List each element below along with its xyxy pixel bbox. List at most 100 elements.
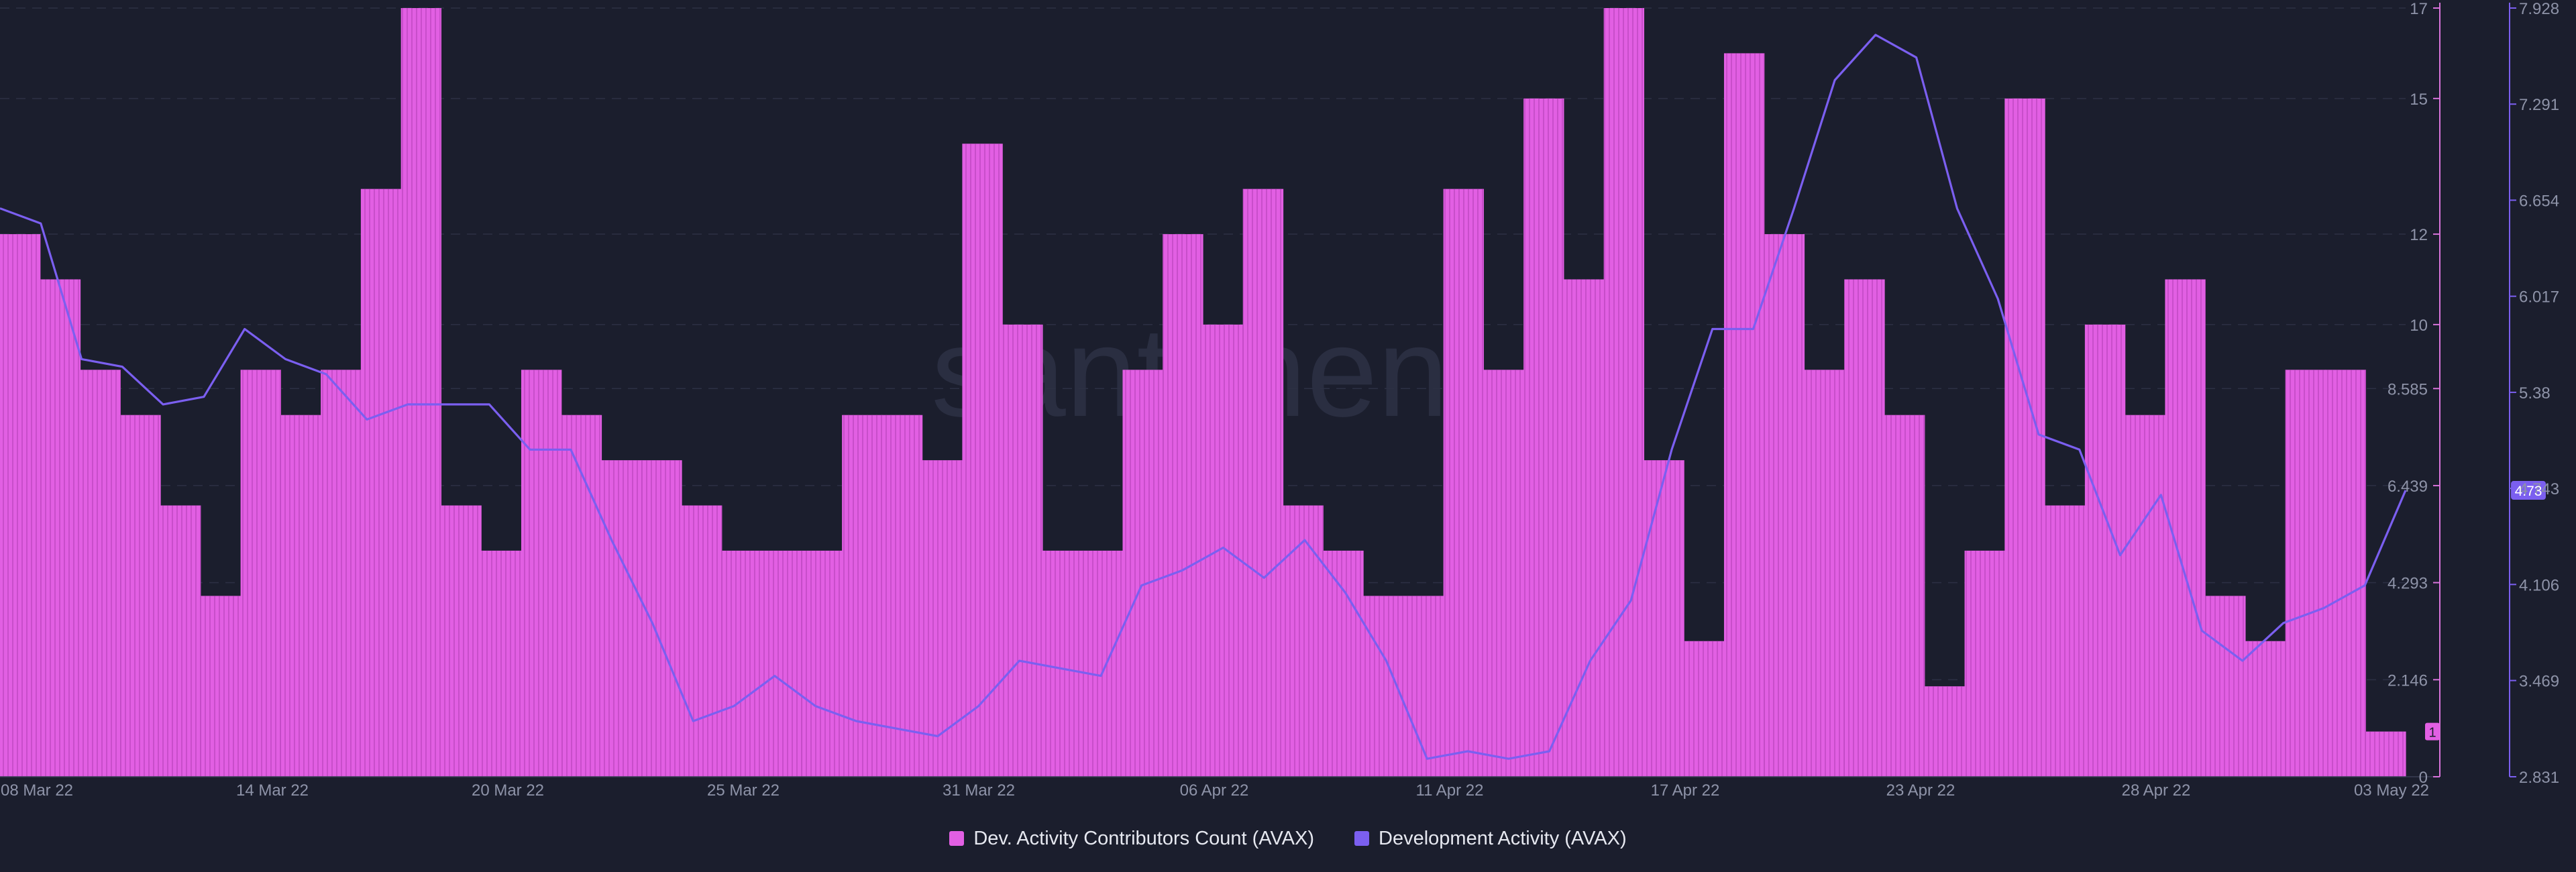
x-axis-tick-label: 25 Mar 22 <box>707 781 780 800</box>
contributors-bar-hatch <box>360 188 402 777</box>
x-axis-tick-label: 23 Apr 22 <box>1886 781 1955 800</box>
contributors-bar-hatch <box>400 8 442 777</box>
contributors-bar-hatch <box>1002 324 1043 777</box>
axes <box>0 3 2546 777</box>
x-axis-tick-label: 11 Apr 22 <box>1416 781 1484 800</box>
right-current-badge <box>2511 481 2546 500</box>
contributors-bar-hatch <box>1323 550 1364 777</box>
contributors-bar-hatch <box>2004 98 2045 777</box>
contributors-bar-hatch <box>1844 279 1885 777</box>
activity-line-path <box>0 34 2407 760</box>
contributors-bar-hatch <box>682 505 722 777</box>
legend-item-contributors[interactable]: Dev. Activity Contributors Count (AVAX) <box>949 828 1314 850</box>
contributors-bar-hatch <box>1483 370 1524 777</box>
left-current-badge-label: 1 <box>2428 726 2436 741</box>
right-axis-tick-label: 2.831 <box>2519 769 2559 787</box>
contributors-bar-hatch <box>240 370 281 777</box>
contributors-bar-hatch <box>321 370 362 777</box>
left-axis-tick-label: 4.293 <box>2387 575 2428 593</box>
x-axis-tick-label: 17 Apr 22 <box>1651 781 1720 800</box>
contributors-bar-hatch <box>2365 731 2406 777</box>
contributors-bar-hatch <box>120 415 161 777</box>
contributors-bar-hatch <box>1042 550 1083 777</box>
contributors-bar-hatch <box>2205 596 2246 777</box>
left-axis-tick-label: 15 <box>2410 91 2428 109</box>
contributors-bar-hatch <box>1523 98 1564 777</box>
contributors-bar-hatch <box>40 279 81 777</box>
contributors-bar-hatch <box>1884 415 1925 777</box>
contributors-bar-hatch <box>1684 641 1725 777</box>
left-axis-tick-label: 17 <box>2410 0 2428 18</box>
contributors-bar-hatch <box>521 370 562 777</box>
contributors-bar-hatch <box>1242 188 1284 777</box>
contributors-bars <box>0 8 2406 777</box>
contributors-bar-hatch <box>481 550 522 777</box>
contributors-bar-hatch <box>80 370 121 777</box>
contributors-bar-hatch <box>1283 505 1324 777</box>
x-axis-tick-label: 08 Mar 22 <box>1 781 73 800</box>
contributors-bar-hatch <box>1723 53 1765 777</box>
right-axis-tick-label: 6.654 <box>2519 192 2559 210</box>
contributors-bar-hatch <box>2125 415 2165 777</box>
contributors-bar-hatch <box>802 550 843 777</box>
contributors-bar-hatch <box>1924 686 1966 777</box>
x-axis-tick-label: 06 Apr 22 <box>1180 781 1249 800</box>
left-current-badge <box>2425 722 2440 741</box>
contributors-bar-hatch <box>962 144 1003 777</box>
x-axis-tick-label: 14 Mar 22 <box>236 781 309 800</box>
x-axis-tick-label: 20 Mar 22 <box>472 781 544 800</box>
contributors-bar-hatch <box>1563 279 1605 777</box>
contributors-bar-hatch <box>1603 8 1645 777</box>
contributors-bar-hatch <box>2285 370 2326 777</box>
contributors-bar-hatch <box>1122 370 1163 777</box>
contributors-bar-hatch <box>761 550 802 777</box>
legend-item-activity[interactable]: Development Activity (AVAX) <box>1354 828 1627 850</box>
contributors-bar-hatch <box>2325 370 2366 777</box>
contributors-bar-hatch <box>641 460 682 777</box>
contributors-bar-hatch <box>2045 505 2086 777</box>
contributors-bar-hatch <box>1764 234 1805 777</box>
x-axis-tick-label: 03 May 22 <box>2354 781 2429 800</box>
contributors-bar-hatch <box>441 505 482 777</box>
right-axis-tick-label: 4.106 <box>2519 576 2559 594</box>
contributors-bar-hatch <box>601 460 642 777</box>
left-axis-tick-label: 10 <box>2410 317 2428 335</box>
left-axis-tick-label: 12 <box>2410 226 2428 244</box>
contributors-bar-hatch <box>1082 550 1124 777</box>
right-current-badge-label: 4.73 <box>2515 484 2542 499</box>
contributors-bar-hatch <box>1403 596 1444 777</box>
contributors-bar-hatch <box>1443 188 1484 777</box>
left-axis-tick-label: 2.146 <box>2387 671 2428 690</box>
right-axis-tick-label: 7.928 <box>2519 0 2559 18</box>
contributors-bar-hatch <box>1644 460 1684 777</box>
right-axis-tick-label: 7.291 <box>2519 96 2559 114</box>
x-axis-tick-label: 28 Apr 22 <box>2122 781 2191 800</box>
right-axis-tick-label: 5.38 <box>2519 384 2551 402</box>
legend: Dev. Activity Contributors Count (AVAX) … <box>0 820 2576 857</box>
contributors-bar-hatch <box>2245 641 2286 777</box>
right-axis-tick-label: 3.469 <box>2519 673 2559 691</box>
contributors-bar-hatch <box>1804 370 1845 777</box>
contributors-bar-hatch <box>721 550 763 777</box>
contributors-bar-hatch <box>160 505 201 777</box>
legend-swatch-activity <box>1354 831 1370 846</box>
left-axis-tick-label: 0 <box>2419 769 2428 787</box>
contributors-bar-hatch <box>1203 324 1244 777</box>
right-axis-tick-label: 4.743 <box>2519 480 2559 498</box>
axis-labels: 0 2.146 4.293 6.439 8.585 10 12 15 17 2.831 3.469 4… <box>1 0 2559 800</box>
left-axis-tick-label: 8.585 <box>2387 380 2428 398</box>
contributors-bar-hatch <box>922 460 963 777</box>
contributors-bar-hatch <box>200 596 241 777</box>
legend-swatch-contributors <box>949 831 965 846</box>
legend-label-contributors: Dev. Activity Contributors Count (AVAX) <box>973 827 1315 849</box>
contributors-bar-hatch <box>1964 550 2005 777</box>
contributors-bar-hatch <box>280 415 321 777</box>
right-axis-tick-label: 6.017 <box>2519 288 2559 307</box>
contributors-bar-hatch <box>842 415 883 777</box>
contributors-bar-hatch <box>1163 234 1203 777</box>
contributors-bar-hatch <box>881 415 923 777</box>
legend-label-activity: Development Activity (AVAX) <box>1379 827 1627 849</box>
x-axis-tick-label: 31 Mar 22 <box>943 781 1015 800</box>
contributors-bar-hatch <box>0 234 41 777</box>
